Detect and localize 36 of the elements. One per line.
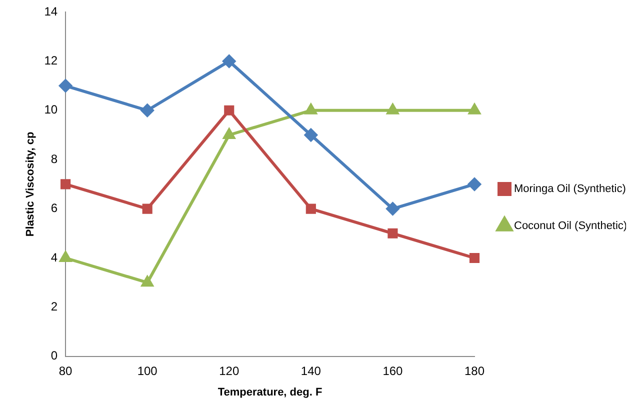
point: [60, 252, 72, 262]
x-tick-label: 160: [382, 364, 404, 378]
point: [386, 202, 400, 216]
x-tick-label: 180: [464, 364, 485, 378]
y-tick-label: 12: [44, 54, 58, 68]
point: [140, 104, 154, 117]
point: [468, 178, 481, 191]
point: [142, 276, 154, 287]
y-tick-label: 14: [44, 4, 58, 18]
point: [142, 204, 152, 214]
x-axis-title: Temperature, deg. F: [218, 386, 322, 398]
point: [223, 128, 235, 139]
y-tick-label: 10: [44, 102, 58, 117]
y-tick-label: 0: [50, 348, 58, 363]
y-tick-label: 8: [50, 152, 58, 166]
point: [59, 79, 72, 92]
point: [224, 105, 234, 116]
legend-label: Coconut Oil (Synthetic): [514, 220, 628, 232]
point: [222, 54, 236, 68]
point: [306, 204, 316, 214]
x-tick-label: 100: [137, 364, 158, 378]
x-tick-label: 140: [300, 364, 322, 378]
point: [388, 228, 398, 238]
y-axis-title: Plastic Viscosity, cp: [24, 132, 37, 237]
point: [469, 252, 480, 264]
legend-label: Moringa Oil (Synthetic): [514, 183, 626, 196]
point: [304, 128, 318, 142]
point: [60, 179, 71, 190]
y-tick-label: 4: [50, 250, 58, 264]
point: [386, 104, 399, 114]
point: [468, 104, 480, 114]
y-tick-label: 6: [50, 201, 58, 216]
point: [305, 104, 317, 114]
x-tick-label: 120: [219, 364, 240, 378]
x-tick-label: 80: [58, 364, 73, 378]
y-tick-label: 2: [50, 300, 58, 314]
